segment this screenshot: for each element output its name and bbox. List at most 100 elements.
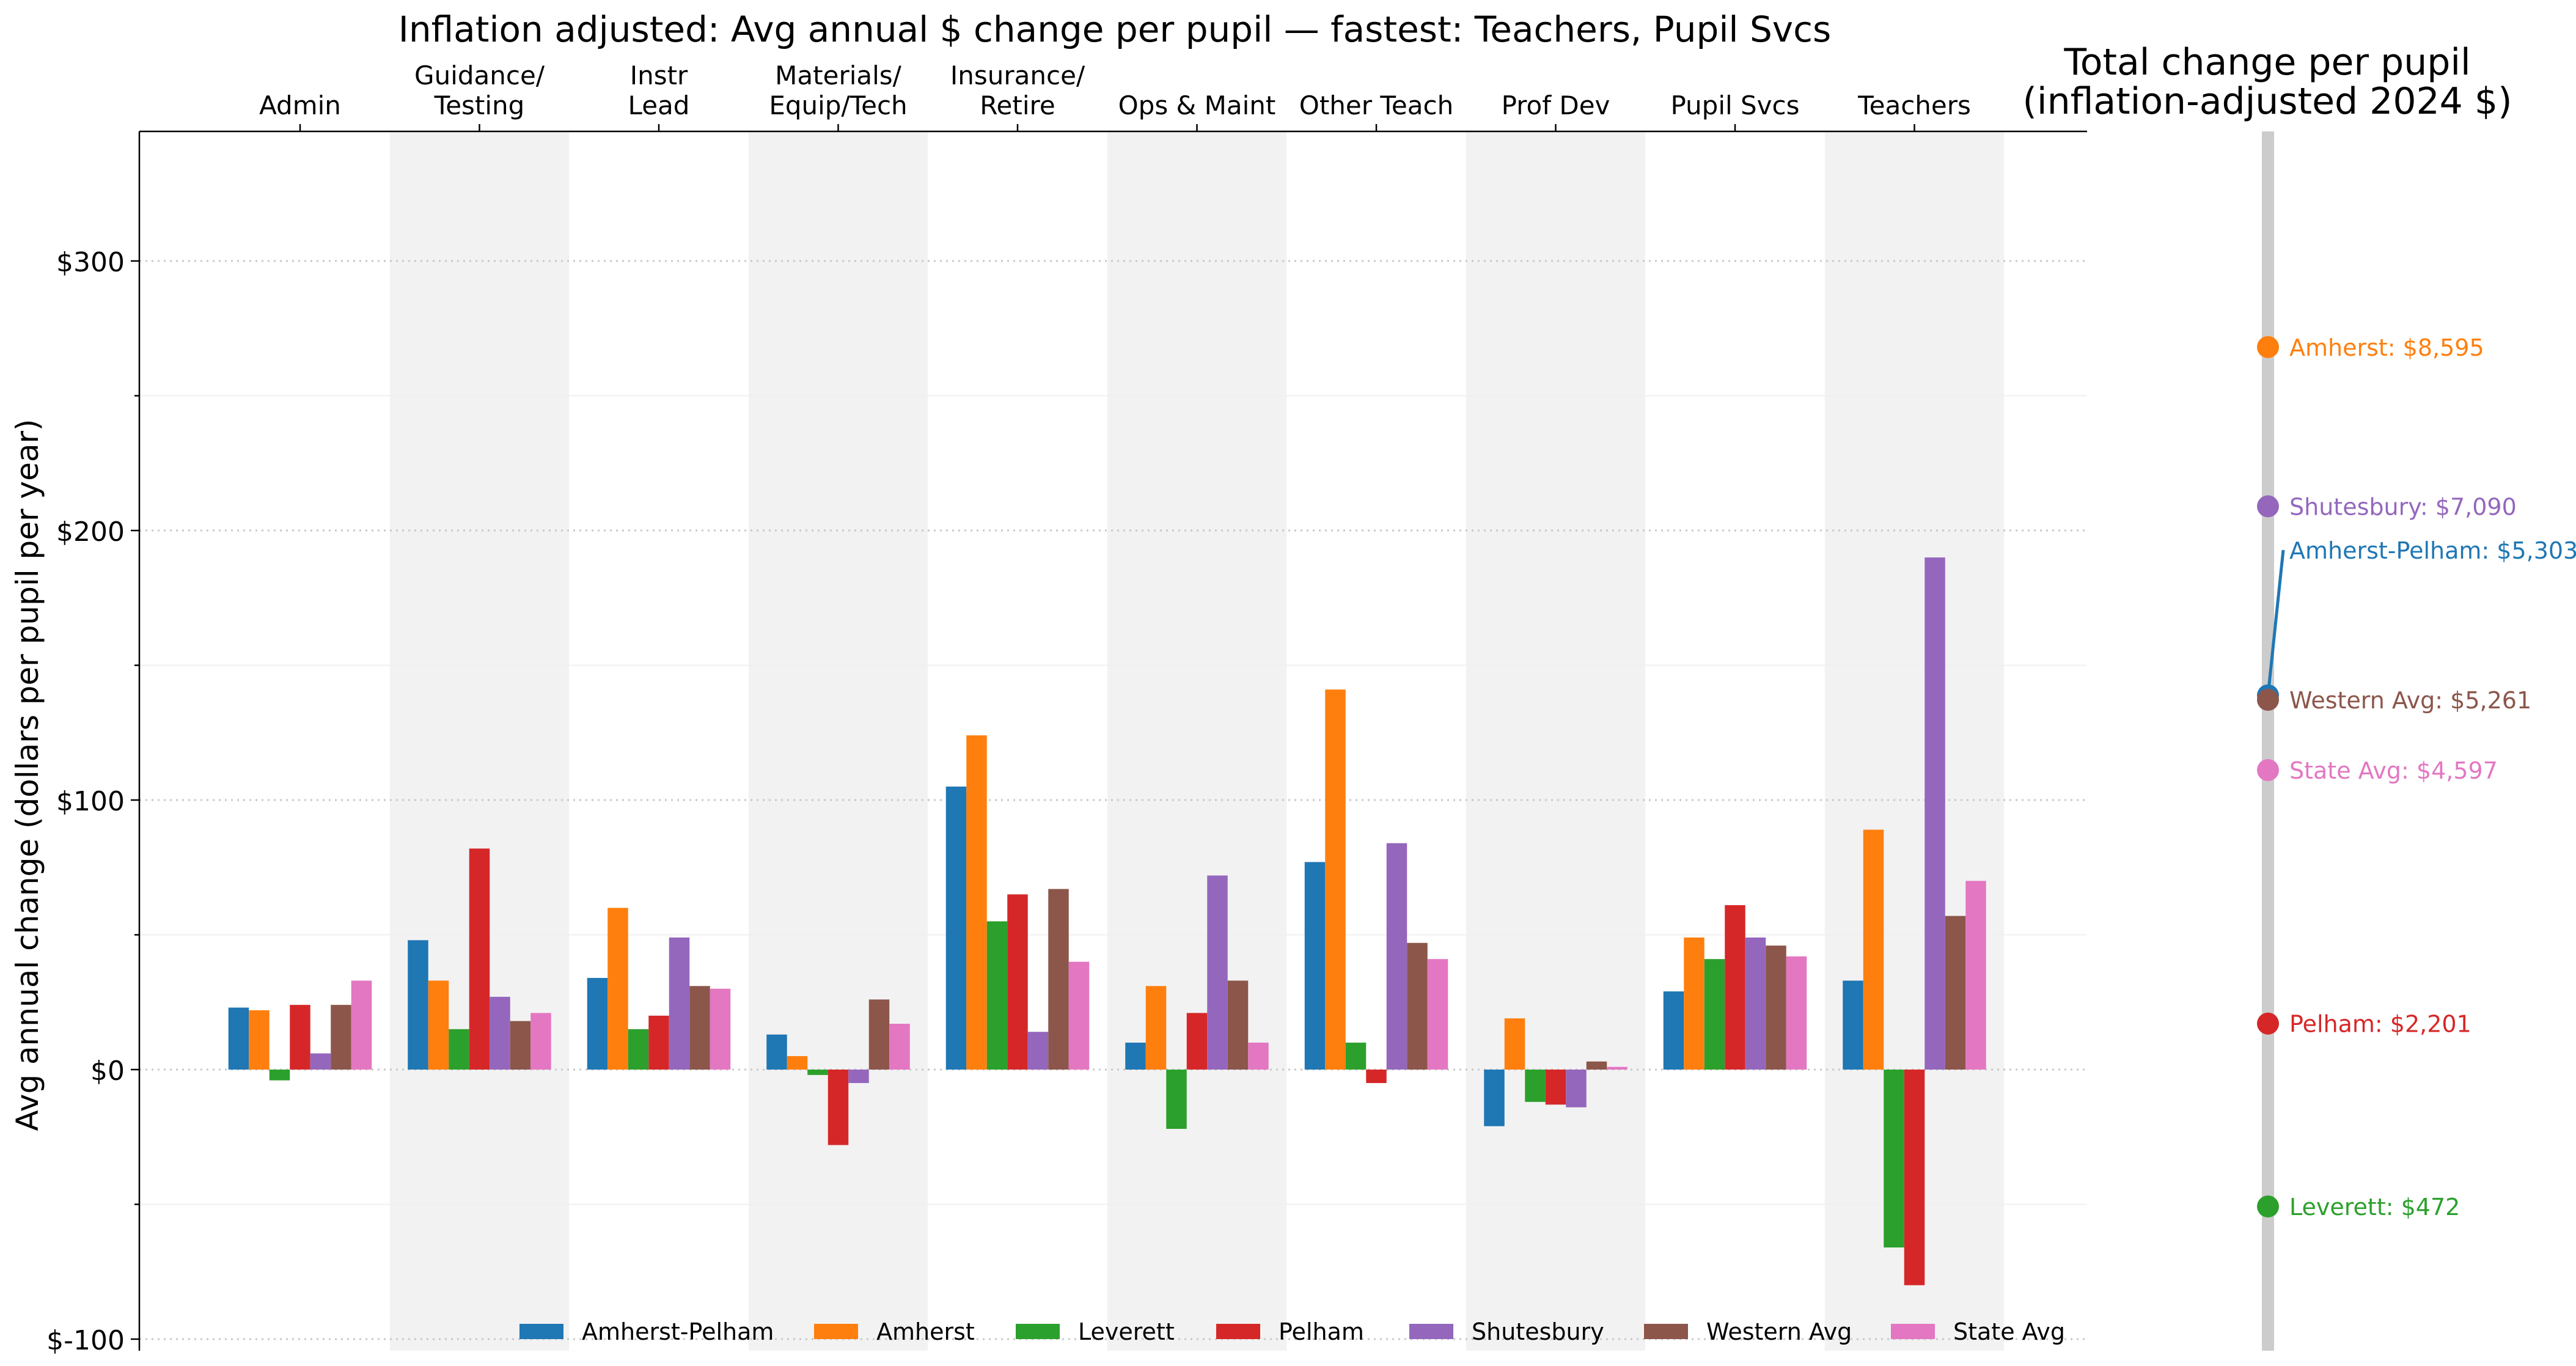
- legend-label: State Avg: [1953, 1318, 2065, 1345]
- bar: [587, 978, 608, 1070]
- legend-label: Leverett: [1078, 1318, 1175, 1345]
- legend-swatch: [814, 1324, 858, 1339]
- bar: [331, 1005, 351, 1070]
- bar: [945, 786, 967, 1070]
- bar: [1366, 1070, 1387, 1084]
- bar: [628, 1029, 649, 1070]
- totals-label: Shutesbury: $7,090: [2289, 493, 2517, 520]
- category-band: [1107, 131, 1287, 1351]
- bar: [1725, 905, 1745, 1070]
- bar: [1186, 1013, 1208, 1070]
- bar: [1566, 1070, 1587, 1107]
- category-label: Pupil Svcs: [1670, 90, 1799, 120]
- bar: [269, 1070, 290, 1081]
- bar: [1207, 875, 1228, 1070]
- bars: [228, 557, 1986, 1285]
- bar: [1663, 991, 1684, 1070]
- bar: [408, 940, 428, 1070]
- bar: [351, 980, 372, 1070]
- bar: [1125, 1042, 1146, 1070]
- bar: [1786, 956, 1807, 1070]
- bar: [1227, 980, 1249, 1070]
- totals-label: State Avg: $4,597: [2289, 757, 2498, 784]
- y-axis-label: Avg annual change (dollars per pupil per…: [10, 419, 45, 1131]
- bar: [310, 1053, 331, 1070]
- legend-swatch: [1644, 1324, 1688, 1339]
- bar: [710, 988, 731, 1070]
- bar: [1704, 959, 1725, 1070]
- category-label: Materials/: [775, 61, 902, 90]
- bar: [1525, 1070, 1546, 1102]
- legend: Amherst-Pelham Amherst Leverett Pelham Shute…: [519, 1318, 2065, 1345]
- bar: [986, 921, 1008, 1070]
- category-label: Instr: [630, 61, 688, 90]
- legend-swatch: [1016, 1324, 1060, 1339]
- totals-title: Total change per pupil: [2063, 41, 2470, 84]
- totals-dot: [2257, 689, 2279, 711]
- bar: [787, 1056, 808, 1070]
- bar: [648, 1015, 669, 1070]
- totals-panel: Total change per pupil(inflation-adjuste…: [2022, 41, 2576, 1351]
- bar: [1345, 1042, 1367, 1070]
- totals-leader-line: [2266, 549, 2285, 696]
- bar: [889, 1024, 910, 1070]
- bar: [1586, 1061, 1607, 1070]
- bar: [1684, 937, 1704, 1070]
- category-label: Lead: [628, 90, 690, 120]
- legend-swatch: [519, 1324, 563, 1339]
- bar: [530, 1013, 551, 1070]
- bar: [490, 996, 510, 1070]
- bar: [1904, 1070, 1925, 1285]
- bar: [1248, 1042, 1269, 1070]
- category-label: Other Teach: [1299, 90, 1453, 120]
- legend-swatch: [1409, 1324, 1453, 1339]
- category-label: Ops & Maint: [1118, 90, 1276, 120]
- bar: [1484, 1070, 1505, 1126]
- legend-label: Pelham: [1279, 1318, 1364, 1345]
- category-band: [748, 131, 928, 1351]
- bar: [290, 1005, 310, 1070]
- legend-label: Amherst-Pelham: [582, 1318, 774, 1345]
- bar: [1304, 862, 1326, 1070]
- bar: [249, 1010, 270, 1070]
- bar: [689, 986, 710, 1070]
- bar: [1504, 1018, 1525, 1070]
- bar: [1945, 916, 1966, 1070]
- bar: [1427, 959, 1448, 1070]
- totals-track: [2262, 131, 2274, 1351]
- bar: [1607, 1067, 1627, 1070]
- bar: [1745, 937, 1766, 1070]
- y-tick-label: $300: [56, 247, 125, 278]
- bar: [1407, 942, 1428, 1070]
- legend-label: Amherst: [876, 1318, 975, 1345]
- totals-label: Amherst-Pelham: $5,303: [2289, 537, 2576, 564]
- y-tick-label: $-100: [46, 1325, 125, 1356]
- totals-label: Western Avg: $5,261: [2289, 687, 2531, 714]
- bar: [428, 980, 449, 1070]
- bar: [1545, 1070, 1566, 1105]
- bar: [1145, 986, 1167, 1070]
- category-label: Prof Dev: [1502, 90, 1610, 120]
- bar: [1766, 946, 1786, 1070]
- category-label: Teachers: [1857, 90, 1971, 120]
- category-label: Testing: [434, 90, 525, 120]
- bar: [449, 1029, 469, 1070]
- y-tick-label: $0: [90, 1056, 125, 1087]
- y-tick-labels: $-100 $0 $100 $200 $300: [46, 247, 125, 1356]
- chart-title: Inflation adjusted: Avg annual $ change …: [398, 9, 1831, 50]
- bar: [1325, 689, 1346, 1070]
- totals-label: Leverett: $472: [2289, 1194, 2460, 1221]
- bar: [868, 999, 890, 1070]
- bar: [1027, 1032, 1049, 1070]
- bar: [1166, 1070, 1187, 1129]
- category-label: Admin: [259, 90, 341, 120]
- category-label: Retire: [980, 90, 1055, 120]
- bar: [1386, 843, 1407, 1070]
- bar: [1965, 881, 1986, 1070]
- bar: [669, 937, 690, 1070]
- totals-label: Pelham: $2,201: [2289, 1011, 2471, 1038]
- totals-title: (inflation-adjusted 2024 $): [2022, 80, 2512, 123]
- legend-swatch: [1216, 1324, 1260, 1339]
- legend-label: Western Avg: [1706, 1318, 1852, 1345]
